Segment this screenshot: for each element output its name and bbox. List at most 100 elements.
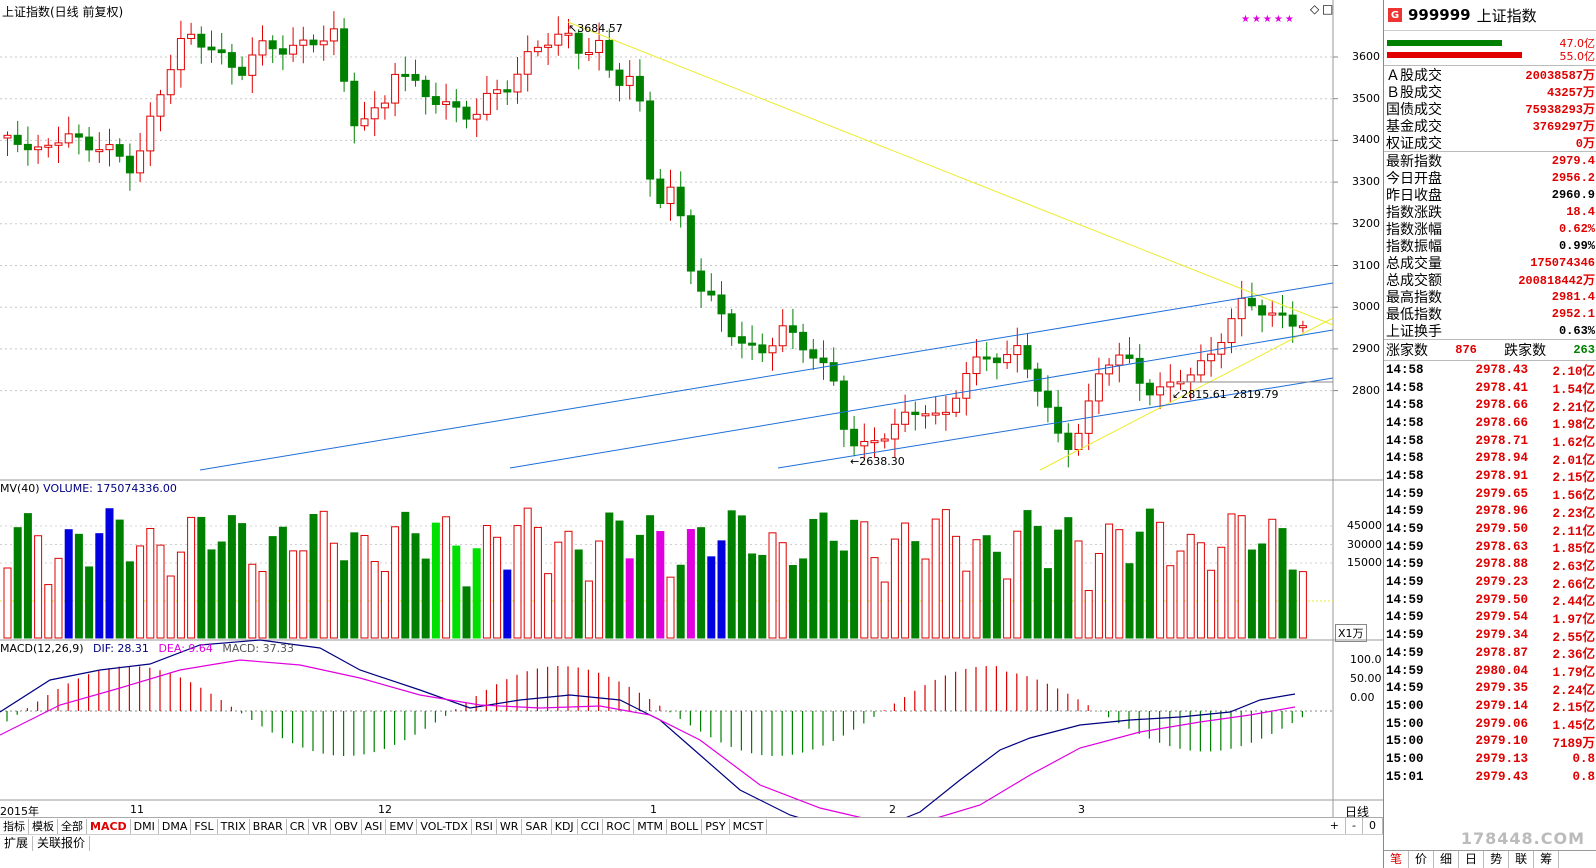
volume-bar [431,522,440,639]
maximize-icon[interactable]: □ [1322,2,1334,16]
volume-bar [319,510,328,639]
quote-tab[interactable]: 联 [1509,851,1535,868]
trend-line [509,329,1334,469]
indicator-tab-全部[interactable]: 全部 [58,818,87,835]
indicator-tab-obv[interactable]: OBV [331,818,362,835]
volume-bar [778,542,787,639]
volume-bar [44,584,53,639]
stat-label: 总成交额 [1386,272,1442,289]
ext-tab[interactable]: 关联报价 [33,835,91,851]
tick-row: 14:58 2978.41 1.54亿 [1384,379,1596,398]
indicator-tab-fsl[interactable]: FSL [191,818,218,835]
tick-time: 14:59 [1386,645,1424,660]
volume-bar [85,566,94,639]
tick-row: 15:00 2979.14 2.15亿 [1384,697,1596,716]
tick-time: 14:59 [1386,663,1424,678]
candle-body [829,362,838,382]
candle-body [860,440,869,447]
quote-tab[interactable]: 细 [1434,851,1460,868]
indicator-tab-sar[interactable]: SAR [522,818,552,835]
tick-row: 14:59 2978.88 2.63亿 [1384,556,1596,574]
indicator-tab-wr[interactable]: WR [497,818,523,835]
tick-volume: 1.97亿 [1552,612,1595,627]
period-label[interactable]: 日线 [1345,805,1370,819]
restore-icon[interactable]: ◇ [1310,2,1320,16]
indicator-tab-macd[interactable]: MACD [87,818,131,835]
indicator-tab-dmi[interactable]: DMI [131,818,159,835]
candle-body [748,342,757,346]
quote-bottom-tabs: 笔价细日势联筹 [1384,850,1596,868]
chart-canvas[interactable] [0,0,1383,833]
volume-bar [1054,529,1063,639]
stat-label: 最新指数 [1386,153,1442,170]
watermark: 178448.COM [1460,829,1585,848]
quote-tab[interactable]: 价 [1409,851,1435,868]
indicator-tab-cr[interactable]: CR [287,818,310,835]
tick-volume: 1.79亿 [1552,666,1595,681]
tick-time: 15:00 [1386,698,1424,713]
volume-bar [248,563,257,639]
indicator-tab-kdj[interactable]: KDJ [552,818,578,835]
stat-row: 指数涨跌 18.4 [1384,203,1596,221]
extension-tabs: 扩展 关联报价 [0,834,1383,851]
stat-value: 2956.2 [1551,170,1595,185]
candle-body [156,94,165,117]
indicator-tab-boll[interactable]: BOLL [667,818,703,835]
indicator-tab-asi[interactable]: ASI [362,818,387,835]
stat-row: 指数振幅 0.99% [1384,237,1596,255]
stat-value: 43257万 [1546,86,1595,100]
indicator-tab-指标[interactable]: 指标 [0,818,29,835]
indicator-tab-cci[interactable]: CCI [578,818,604,835]
tick-price: 2978.43 [1475,362,1528,377]
tick-time: 14:59 [1386,628,1424,643]
quote-tab[interactable]: 笔 [1384,851,1410,868]
indicator-tab-brar[interactable]: BRAR [250,818,287,835]
zoom-button[interactable]: 0 [1363,818,1383,834]
volume-bar [1125,563,1134,639]
candle-body [238,66,247,76]
candle-body [941,411,950,415]
tick-volume: 2.21亿 [1552,400,1595,415]
stat-row: 总成交额 200818442万 [1384,271,1596,289]
candle-body [554,33,563,46]
tick-price: 2978.87 [1475,645,1528,660]
indicator-tab-roc[interactable]: ROC [603,818,635,835]
tick-volume: 1.54亿 [1552,383,1595,398]
volume-bar [921,558,930,639]
volume-bar [340,560,349,639]
indicator-tab-trix[interactable]: TRIX [218,818,250,835]
tick-time: 14:59 [1386,610,1424,625]
volume-bar [799,558,808,639]
stat-row: 总成交量 175074346 [1384,254,1596,272]
indicator-tab-模板[interactable]: 模板 [29,818,58,835]
indicator-tab-dma[interactable]: DMA [159,818,192,835]
tick-volume: 2.44亿 [1552,595,1595,610]
candle-body [85,136,94,151]
tick-price: 2978.41 [1475,380,1528,395]
stat-row: 基金成交 3769297万 [1384,117,1596,135]
zoom-button[interactable]: - [1346,818,1363,834]
zoom-button[interactable]: + [1324,818,1347,834]
indicator-tab-emv[interactable]: EMV [386,818,418,835]
candle-body [544,44,553,48]
quote-tab[interactable]: 日 [1459,851,1485,868]
candle-body [768,345,777,354]
quote-tab[interactable]: 势 [1484,851,1510,868]
candle-body [727,313,736,338]
tick-volume: 2.36亿 [1552,648,1595,663]
unit-button[interactable]: X1万 [1335,624,1367,642]
volume-bar [737,515,746,639]
candle-body [1247,297,1256,307]
indicator-tab-mcst[interactable]: MCST [730,818,768,835]
ext-tab[interactable]: 扩展 [0,835,34,851]
volume-bar [625,558,634,639]
indicator-tab-mtm[interactable]: MTM [634,818,667,835]
indicator-tab-vol-tdx[interactable]: VOL-TDX [417,818,472,835]
indicator-tab-vr[interactable]: VR [309,818,332,835]
candle-body [3,134,12,139]
chart-area[interactable]: 上证指数(日线 前复权) ◇ □ ★★★★★ ↖3684.57 ←2638.30… [0,0,1383,833]
candle-body [493,89,502,94]
indicator-tab-psy[interactable]: PSY [702,818,730,835]
indicator-tab-rsi[interactable]: RSI [472,818,497,835]
quote-tab[interactable]: 筹 [1534,851,1560,868]
